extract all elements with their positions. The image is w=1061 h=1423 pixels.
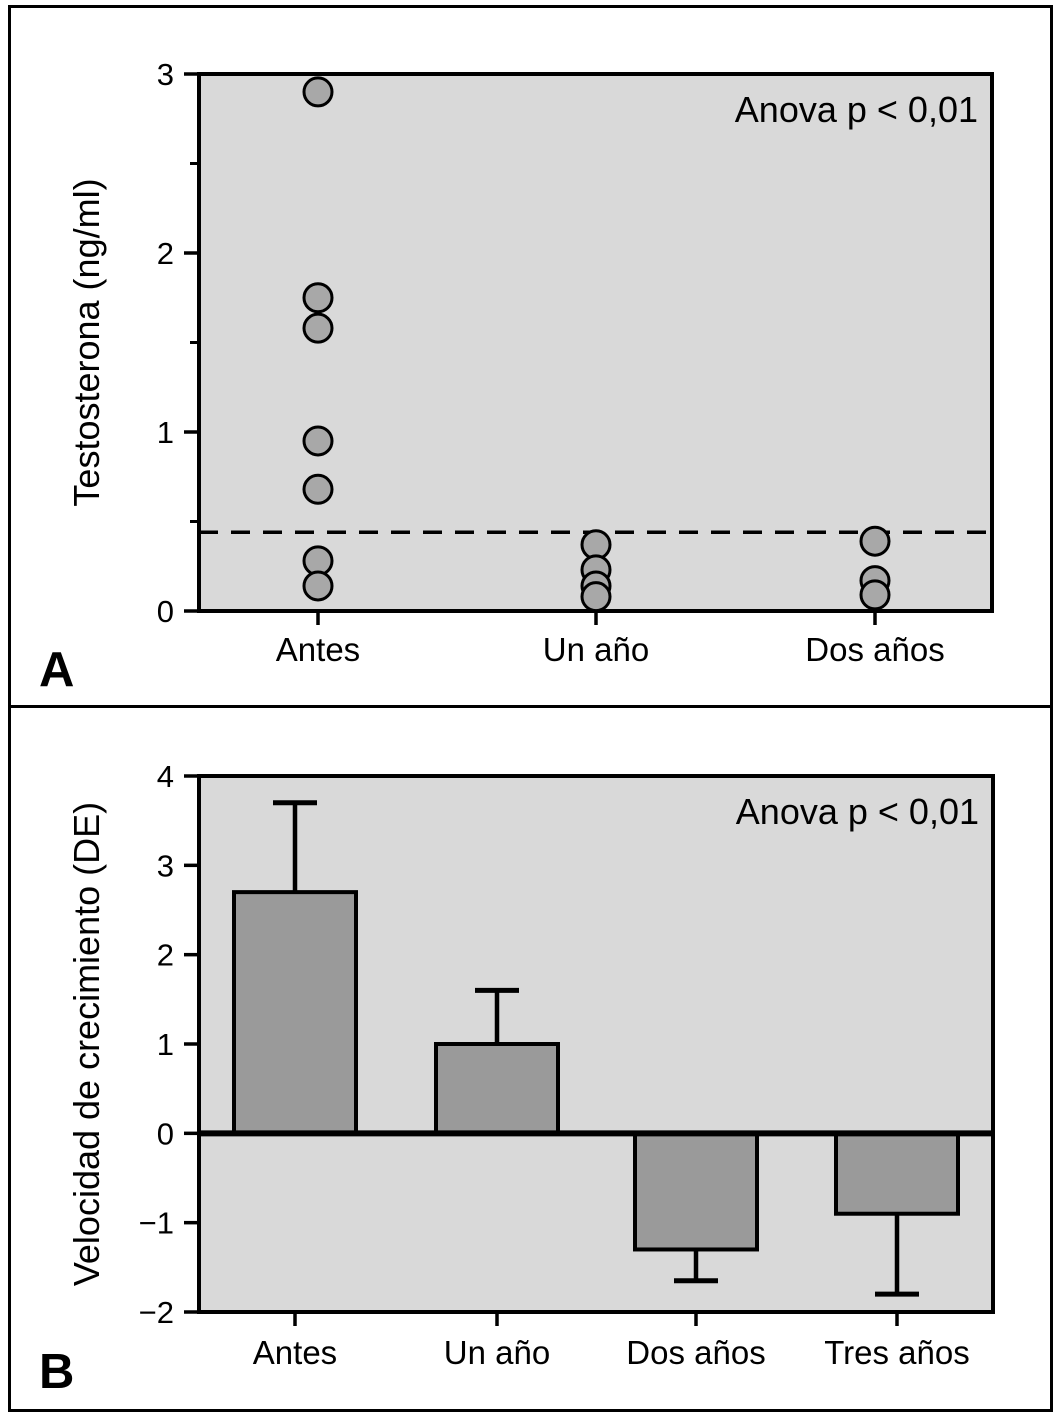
y-tick-label: 1 [157,1027,174,1062]
data-point [302,570,334,602]
x-category-label: Dos años [626,1334,765,1371]
y-tick-label: 0 [157,1116,174,1151]
y-tick-label: 3 [157,848,174,883]
growth-velocity-bar-chart: −2 −1 0 1 2 3 4 Velocidad de crecimiento (DE) An… [66,759,995,1371]
data-point [302,282,334,314]
testosterone-scatter-chart: 0 1 2 3 Testosterona (ng/ml) Anova p < 0,01 An… [66,57,994,668]
panel-b-letter: B [39,1345,75,1399]
y-tick-label: 4 [157,759,174,794]
anova-annotation: Anova p < 0,01 [736,791,979,832]
bar [232,890,358,1136]
panel-a: 0 1 2 3 Testosterona (ng/ml) Anova p < 0,01 An… [8,5,1053,708]
data-point [859,579,891,611]
y-tick-label: −2 [139,1295,174,1330]
y-tick-label: 2 [157,938,174,973]
x-category-label: Dos años [805,631,944,668]
y-tick-label: 3 [157,57,174,92]
panel-b: −2 −1 0 1 2 3 4 Velocidad de crecimiento (DE) An… [8,705,1053,1412]
x-category-label: Antes [253,1334,337,1371]
anova-annotation: Anova p < 0,01 [735,89,978,130]
data-point [302,312,334,344]
x-category-label: Tres años [824,1334,970,1371]
panel-a-letter: A [39,643,75,697]
y-tick-label: 2 [157,236,174,271]
x-category-label: Un año [444,1334,550,1371]
y-tick-label: −1 [139,1206,174,1241]
y-tick-label: 0 [157,594,174,629]
x-category-label: Antes [276,631,360,668]
bar [434,1042,560,1136]
plot-area [197,72,994,613]
data-point [302,473,334,505]
data-point [859,525,891,557]
y-axis-title: Testosterona (ng/ml) [66,178,107,506]
bar [834,1131,960,1216]
y-axis-title: Velocidad de crecimiento (DE) [66,802,107,1286]
bar [633,1131,759,1252]
data-point [302,76,334,108]
x-category-label: Un año [543,631,649,668]
data-point [580,581,612,613]
data-point [302,425,334,457]
y-tick-label: 1 [157,415,174,450]
